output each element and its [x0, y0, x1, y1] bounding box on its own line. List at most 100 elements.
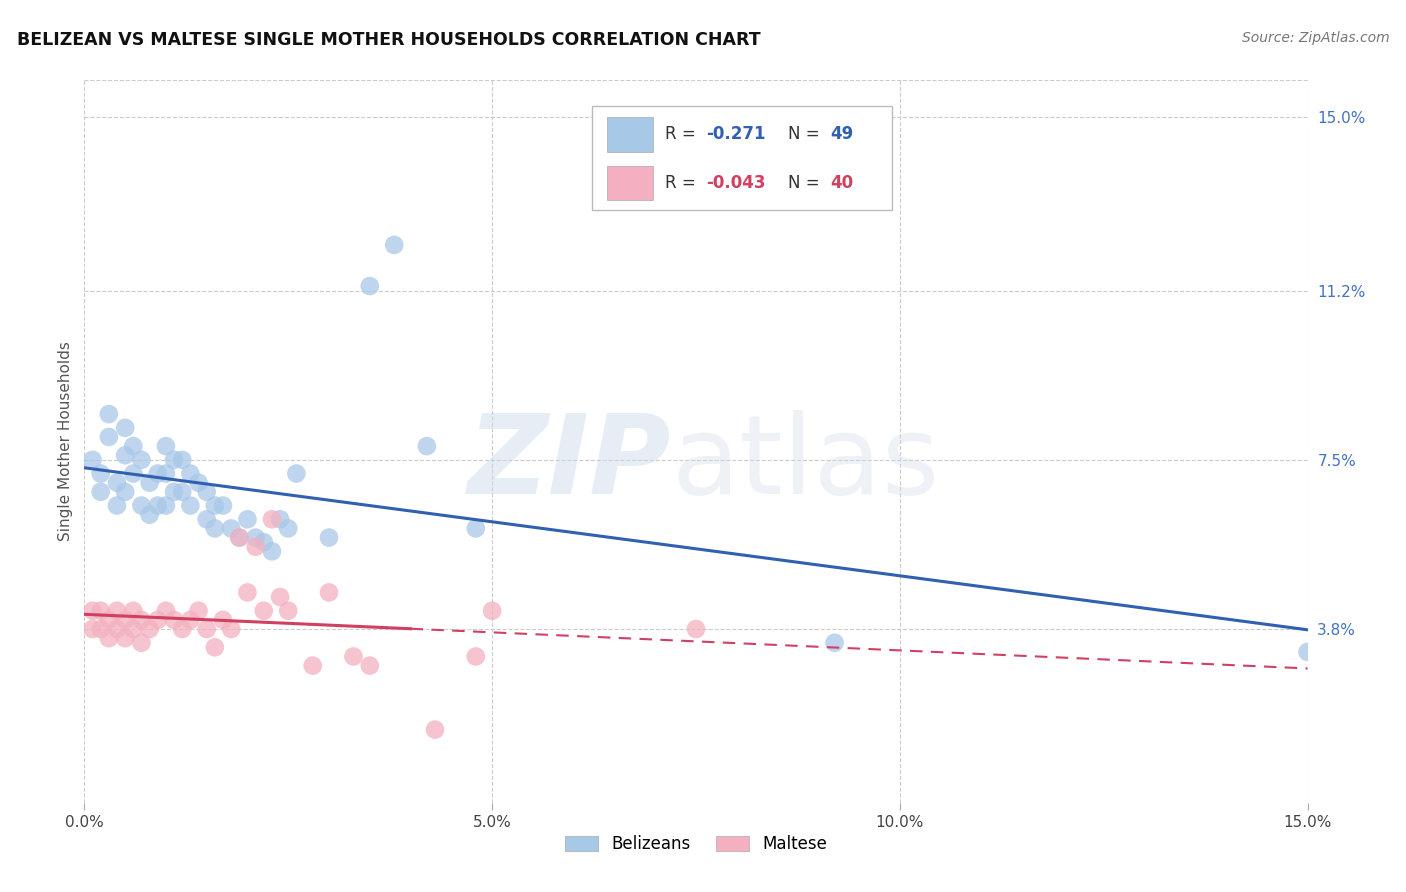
Text: Source: ZipAtlas.com: Source: ZipAtlas.com — [1241, 31, 1389, 45]
Point — [204, 521, 226, 535]
Point — [155, 604, 177, 618]
Text: R =: R = — [665, 174, 702, 192]
Point — [105, 475, 128, 490]
Text: R =: R = — [665, 126, 702, 144]
Point — [122, 622, 145, 636]
Point — [342, 649, 364, 664]
Point — [172, 484, 194, 499]
Text: atlas: atlas — [672, 409, 941, 516]
Point — [122, 604, 145, 618]
Point — [90, 622, 112, 636]
Text: -0.271: -0.271 — [706, 126, 765, 144]
Legend: Belizeans, Maltese: Belizeans, Maltese — [558, 828, 834, 860]
Text: N =: N = — [787, 174, 824, 192]
Point — [245, 531, 267, 545]
Point — [90, 467, 112, 481]
Point — [114, 631, 136, 645]
Point — [146, 613, 169, 627]
Point — [105, 499, 128, 513]
Point — [82, 453, 104, 467]
Text: BELIZEAN VS MALTESE SINGLE MOTHER HOUSEHOLDS CORRELATION CHART: BELIZEAN VS MALTESE SINGLE MOTHER HOUSEH… — [17, 31, 761, 49]
Point — [105, 622, 128, 636]
Point — [163, 613, 186, 627]
Point — [114, 613, 136, 627]
Point — [187, 604, 209, 618]
Point — [481, 604, 503, 618]
Point — [228, 531, 250, 545]
Point — [131, 453, 153, 467]
Point — [131, 613, 153, 627]
Point — [146, 467, 169, 481]
Point — [359, 658, 381, 673]
Point — [187, 475, 209, 490]
Point — [97, 430, 120, 444]
Text: -0.043: -0.043 — [706, 174, 765, 192]
Y-axis label: Single Mother Households: Single Mother Households — [58, 342, 73, 541]
Point — [195, 622, 218, 636]
Point — [1296, 645, 1319, 659]
Text: 49: 49 — [831, 126, 853, 144]
Point — [131, 499, 153, 513]
Point — [82, 604, 104, 618]
Point — [179, 467, 201, 481]
Point — [122, 467, 145, 481]
Point — [155, 499, 177, 513]
Point — [253, 535, 276, 549]
Point — [824, 636, 846, 650]
Point — [212, 499, 235, 513]
Point — [97, 407, 120, 421]
Point — [359, 279, 381, 293]
Point — [114, 448, 136, 462]
Point — [269, 590, 291, 604]
Point — [277, 521, 299, 535]
Point — [195, 512, 218, 526]
Point — [260, 544, 283, 558]
Point — [97, 613, 120, 627]
Point — [423, 723, 446, 737]
Point — [131, 636, 153, 650]
Point — [253, 604, 276, 618]
Point — [204, 640, 226, 655]
Point — [318, 531, 340, 545]
Point — [301, 658, 323, 673]
Point — [90, 604, 112, 618]
Point — [172, 622, 194, 636]
Text: 40: 40 — [831, 174, 853, 192]
Point — [146, 499, 169, 513]
Point — [172, 453, 194, 467]
Point — [236, 585, 259, 599]
Point — [464, 521, 486, 535]
Point — [236, 512, 259, 526]
Point — [245, 540, 267, 554]
Point — [269, 512, 291, 526]
Point — [179, 613, 201, 627]
Point — [114, 421, 136, 435]
Point — [90, 484, 112, 499]
Point — [285, 467, 308, 481]
Point — [155, 467, 177, 481]
Point — [382, 238, 405, 252]
Point — [195, 484, 218, 499]
Point — [464, 649, 486, 664]
Point — [138, 622, 160, 636]
Point — [277, 604, 299, 618]
Point — [138, 475, 160, 490]
Point — [212, 613, 235, 627]
Point — [685, 622, 707, 636]
Point — [219, 622, 242, 636]
Point — [228, 531, 250, 545]
Point — [105, 604, 128, 618]
Point — [155, 439, 177, 453]
FancyBboxPatch shape — [606, 117, 654, 152]
Point — [163, 484, 186, 499]
Point — [219, 521, 242, 535]
Point — [179, 499, 201, 513]
Point — [260, 512, 283, 526]
Point — [416, 439, 439, 453]
Text: ZIP: ZIP — [468, 409, 672, 516]
Point — [138, 508, 160, 522]
FancyBboxPatch shape — [592, 105, 891, 211]
Point — [122, 439, 145, 453]
Point — [318, 585, 340, 599]
Text: N =: N = — [787, 126, 824, 144]
